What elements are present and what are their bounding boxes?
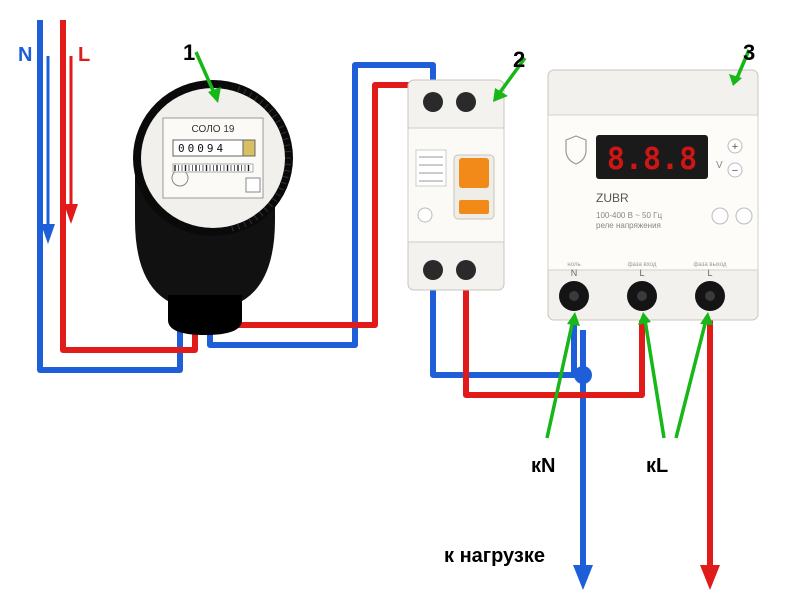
svg-text:N: N [571,268,578,278]
energy-meter: СОЛО 19 00094 [133,80,293,335]
svg-text:100-400 В ~ 50 Гц: 100-400 В ~ 50 Гц [596,211,662,220]
svg-text:ZUBR: ZUBR [596,191,629,205]
output-arrow [700,565,720,590]
svg-text:8.8.8: 8.8.8 [607,142,697,177]
junction-dot [574,366,592,384]
label-kL: кL [646,455,668,478]
label-load: к нагрузке [444,545,545,568]
label-L: L [78,44,90,67]
indicator-arrow [676,320,706,438]
svg-text:L: L [639,268,644,278]
svg-text:+: + [732,141,738,153]
breaker-toggle[interactable] [459,158,489,188]
svg-text:ноль: ноль [567,262,580,268]
label-kN: кN [531,455,555,478]
svg-text:00094: 00094 [178,142,226,155]
svg-text:фаза выход: фаза выход [693,262,727,268]
output-arrow [573,565,593,590]
svg-text:СОЛО 19: СОЛО 19 [192,124,235,135]
breaker [408,80,504,290]
label-n3: 3 [743,40,755,66]
voltage-relay: 8.8.8 V + − ZUBR 100-400 В ~ 50 Гцреле напряж… [548,70,758,320]
label-N: N [18,44,32,67]
indicator-arrow [547,320,573,438]
label-n2: 2 [513,47,525,73]
svg-text:V: V [716,160,723,171]
svg-text:−: − [732,165,738,177]
svg-text:L: L [707,268,712,278]
svg-text:реле напряжения: реле напряжения [596,221,661,230]
svg-text:фаза вход: фаза вход [628,262,657,268]
label-n1: 1 [183,40,195,66]
indicator-arrow [645,320,664,438]
